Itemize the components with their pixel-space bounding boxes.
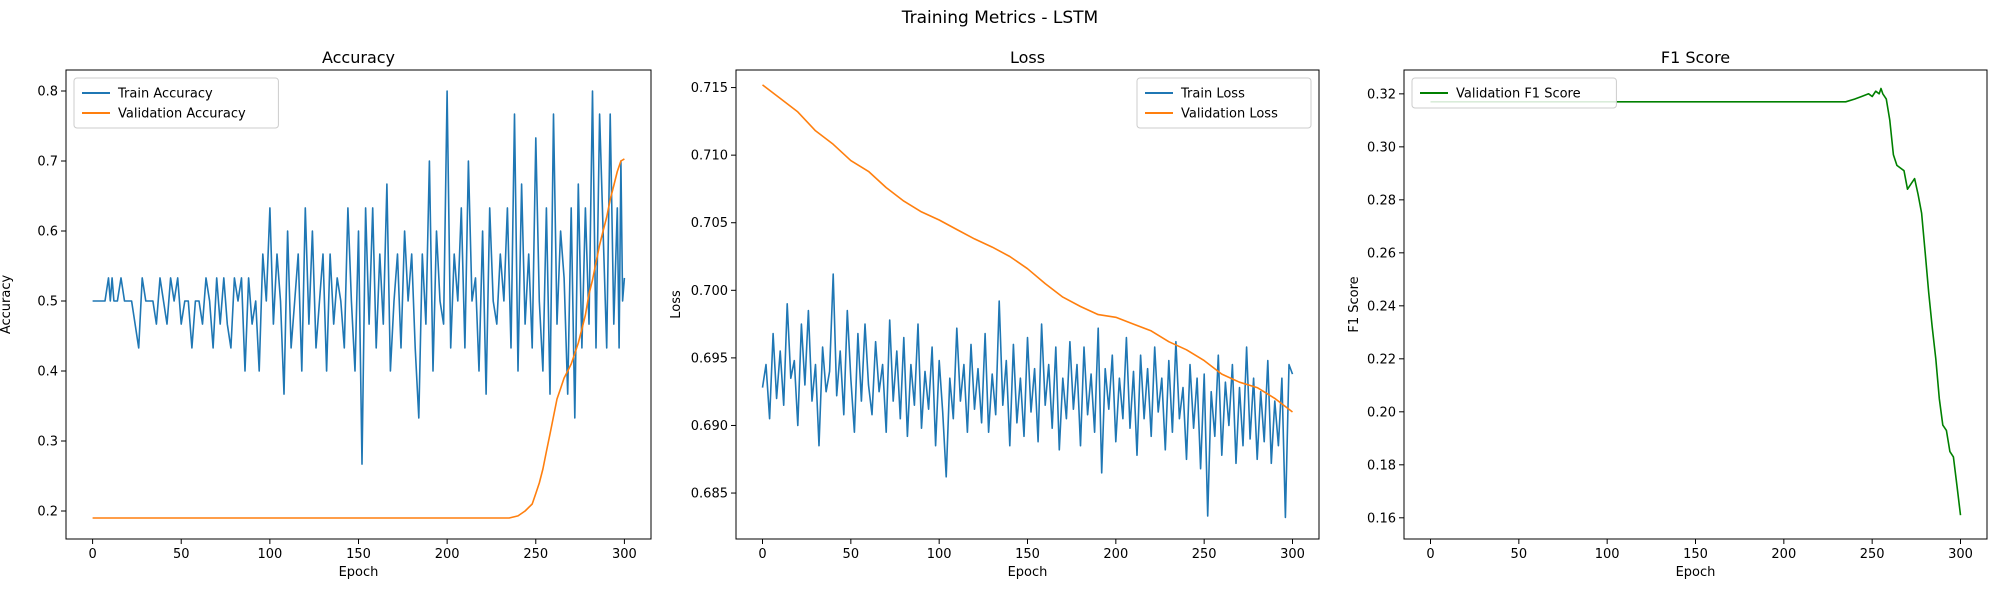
loss-y-tick-label: 0.700 (691, 284, 728, 299)
loss-x-tick-label: 300 (1280, 547, 1305, 562)
accuracy-x-tick-label: 250 (523, 547, 548, 562)
accuracy-x-tick-label: 150 (346, 547, 371, 562)
accuracy-y-tick-label: 0.2 (37, 505, 58, 520)
f1-score-x-tick-label: 150 (1683, 547, 1708, 562)
f1-score-series-validation-f1-score-line (1430, 87, 1962, 516)
f1-score-y-tick-label: 0.18 (1367, 458, 1396, 473)
accuracy-y-tick-label: 0.4 (37, 365, 58, 380)
loss-y-tick-label: 0.695 (691, 351, 728, 366)
loss-x-tick-label: 0 (758, 547, 766, 562)
f1-score-legend: Validation F1 Score (1411, 77, 1617, 109)
loss-x-tick-label: 100 (927, 547, 952, 562)
f1-score-x-tick-label: 200 (1771, 547, 1796, 562)
accuracy-x-tick-label: 200 (435, 547, 460, 562)
figure-title: Training Metrics - LSTM (901, 8, 1099, 28)
loss-y-tick-label: 0.690 (691, 419, 728, 434)
accuracy-legend-label: Validation Accuracy (118, 107, 246, 122)
f1-score-y-tick-label: 0.22 (1367, 352, 1396, 367)
loss-y-tick-label: 0.715 (691, 81, 728, 96)
loss-x-tick-label: 50 (843, 547, 860, 562)
loss-y-tick-label: 0.685 (691, 487, 728, 502)
accuracy-y-axis-label: Accuracy (0, 275, 14, 335)
accuracy-series-train-accuracy-line (92, 90, 626, 465)
f1-score-axes-frame (1403, 69, 1988, 540)
loss-legend-label: Validation Loss (1181, 107, 1278, 122)
loss-legend: Train Loss Validation Loss (1136, 77, 1312, 129)
accuracy-x-axis-label: Epoch (339, 565, 379, 580)
accuracy-legend-label: Train Accuracy (117, 87, 213, 102)
loss-x-tick-label: 200 (1103, 547, 1128, 562)
accuracy-y-tick-label: 0.3 (37, 435, 58, 450)
accuracy-series-validation-accuracy-line (92, 158, 625, 519)
f1-score-x-tick-label: 0 (1426, 547, 1434, 562)
accuracy-y-tick-label: 0.8 (37, 85, 58, 100)
f1-score-legend-label: Validation F1 Score (1456, 87, 1581, 102)
f1-score-y-tick-label: 0.28 (1367, 193, 1396, 208)
f1-score-x-tick-label: 50 (1511, 547, 1528, 562)
accuracy-y-tick-label: 0.5 (37, 295, 58, 310)
f1-score-y-tick-label: 0.24 (1367, 299, 1396, 314)
loss-x-tick-label: 250 (1192, 547, 1217, 562)
f1-score-y-tick-label: 0.26 (1367, 246, 1396, 261)
loss-y-tick-label: 0.705 (691, 216, 728, 231)
loss-legend-box (1136, 77, 1312, 129)
f1-score-y-tick-label: 0.32 (1367, 87, 1396, 102)
loss-axes-frame (735, 69, 1320, 540)
accuracy-y-tick-label: 0.7 (37, 155, 58, 170)
accuracy-x-tick-label: 100 (257, 547, 282, 562)
accuracy-title: Accuracy (322, 48, 395, 67)
loss-subplot: 0 50 100 150 200 250 300 0.685 0.690 0.695 0.700 0.… (669, 48, 1320, 580)
f1-score-y-tick-label: 0.30 (1367, 140, 1396, 155)
loss-legend-label: Train Loss (1180, 87, 1245, 102)
f1-score-y-tick-label: 0.16 (1367, 511, 1396, 526)
f1-score-y-tick-label: 0.20 (1367, 405, 1396, 420)
f1-score-x-tick-label: 300 (1948, 547, 1973, 562)
f1-score-subplot: 0 50 100 150 200 250 300 0.16 0.18 0.20 0.22 0.24 0.… (1347, 48, 1988, 580)
loss-series-train-loss-line (761, 273, 1294, 519)
f1-score-x-tick-label: 100 (1595, 547, 1620, 562)
accuracy-legend: Train Accuracy Validation Accuracy (73, 77, 279, 129)
accuracy-x-tick-label: 50 (173, 547, 190, 562)
f1-score-y-axis-label: F1 Score (1347, 276, 1362, 332)
accuracy-x-tick-label: 300 (612, 547, 637, 562)
f1-score-x-axis-label: Epoch (1676, 565, 1716, 580)
loss-x-axis-label: Epoch (1008, 565, 1048, 580)
loss-series-validation-loss-line (762, 84, 1293, 413)
accuracy-x-tick-label: 0 (88, 547, 96, 562)
accuracy-y-tick-label: 0.6 (37, 225, 58, 240)
loss-title: Loss (1010, 48, 1045, 67)
loss-y-tick-label: 0.710 (691, 149, 728, 164)
loss-y-axis-label: Loss (669, 290, 684, 319)
f1-score-title: F1 Score (1661, 48, 1730, 67)
f1-score-legend-box (1411, 77, 1617, 109)
accuracy-legend-box (73, 77, 279, 129)
accuracy-subplot: 0 50 100 150 200 250 300 0.2 0.3 0.4 0.5 0.6 0.7 0.8 A… (0, 48, 652, 580)
loss-x-tick-label: 150 (1015, 547, 1040, 562)
f1-score-x-tick-label: 250 (1860, 547, 1885, 562)
